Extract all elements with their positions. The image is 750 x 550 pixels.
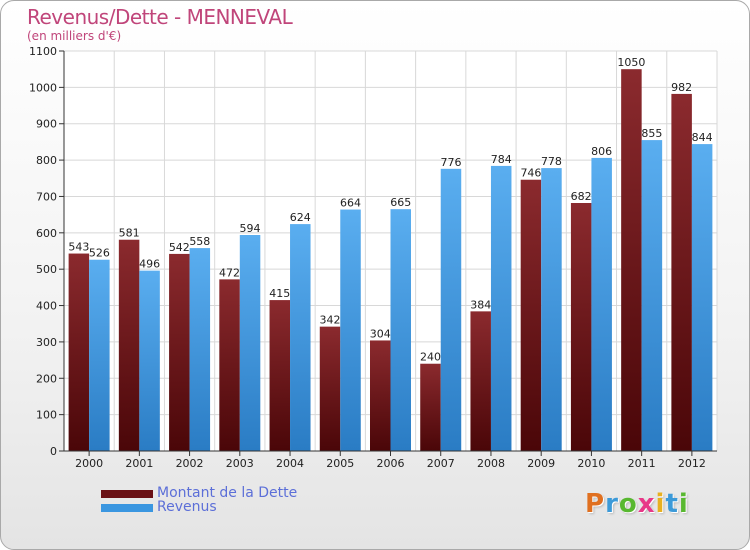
bar-dette — [621, 69, 642, 451]
value-label-dette: 543 — [68, 241, 89, 254]
bar-revenus — [340, 209, 361, 451]
value-label-dette: 304 — [370, 327, 391, 340]
bars-layer — [68, 69, 713, 451]
x-tick-label: 2002 — [176, 457, 204, 470]
legend-swatch-revenus — [101, 504, 153, 512]
logo-letter: o — [618, 489, 638, 519]
value-label-revenus: 624 — [290, 211, 311, 224]
x-tick-label: 2003 — [226, 457, 254, 470]
value-label-dette: 746 — [520, 167, 541, 180]
value-label-dette: 581 — [119, 227, 140, 240]
bar-revenus — [541, 168, 562, 451]
value-label-revenus: 784 — [491, 153, 512, 166]
proxiti-logo: Proxiti — [585, 489, 689, 519]
bar-dette — [370, 340, 391, 451]
value-label-dette: 472 — [219, 266, 240, 279]
legend-label-revenus: Revenus — [157, 499, 217, 515]
x-tick-label: 2005 — [326, 457, 354, 470]
logo-letter: x — [637, 489, 656, 519]
axis-layer: 0 100 200 300 400 500 600 700 800 900 1000 1100 2000… — [29, 45, 717, 470]
bar-dette — [118, 239, 140, 451]
bar-revenus — [641, 140, 663, 451]
logo-letter: i — [678, 489, 689, 519]
value-label-dette: 982 — [671, 81, 692, 94]
value-label-revenus: 806 — [591, 145, 612, 158]
y-tick-label: 200 — [36, 372, 57, 385]
x-tick-label: 2011 — [628, 457, 656, 470]
value-label-revenus: 496 — [139, 258, 160, 271]
logo-letter: P — [585, 489, 606, 519]
bar-revenus — [239, 235, 261, 451]
logo-letter: i — [655, 489, 666, 519]
value-label-revenus: 778 — [541, 155, 562, 168]
value-label-revenus: 526 — [89, 247, 110, 260]
x-tick-label: 2006 — [377, 457, 405, 470]
bar-dette — [470, 311, 491, 451]
bar-revenus — [89, 259, 110, 451]
y-tick-label: 900 — [36, 118, 57, 131]
value-label-revenus: 664 — [340, 197, 361, 210]
x-tick-label: 2012 — [678, 457, 706, 470]
bar-dette — [269, 300, 291, 451]
labels-layer: 543 526 581 496 542 558 472 594 415 624 342 664 304 6… — [68, 56, 712, 364]
value-label-revenus: 844 — [692, 131, 713, 144]
y-tick-label: 800 — [36, 154, 57, 167]
value-label-dette: 342 — [320, 314, 341, 327]
bar-revenus — [440, 168, 462, 451]
y-tick-label: 500 — [36, 263, 57, 276]
x-tick-label: 2007 — [427, 457, 455, 470]
bar-revenus — [490, 165, 512, 451]
bar-dette — [169, 253, 190, 451]
chart-title: Revenus/Dette - MENNEVAL — [27, 5, 293, 29]
y-tick-label: 1000 — [29, 81, 57, 94]
value-label-dette: 384 — [470, 298, 491, 311]
x-tick-label: 2001 — [125, 457, 153, 470]
logo-letter: r — [605, 489, 619, 519]
bar-dette — [420, 363, 441, 451]
bar-revenus — [691, 144, 713, 451]
x-tick-label: 2004 — [276, 457, 304, 470]
bar-revenus — [139, 270, 160, 451]
bar-revenus — [290, 224, 311, 451]
x-tick-label: 2009 — [527, 457, 555, 470]
value-label-dette: 240 — [420, 351, 441, 364]
value-label-dette: 682 — [571, 190, 592, 203]
chart-subtitle: (en milliers d'€) — [27, 29, 122, 43]
y-tick-label: 0 — [50, 445, 57, 458]
value-label-dette: 415 — [269, 287, 290, 300]
y-tick-label: 1100 — [29, 45, 57, 58]
value-label-revenus: 594 — [240, 222, 261, 235]
y-tick-label: 100 — [36, 409, 57, 422]
value-label-dette: 1050 — [617, 56, 645, 69]
y-tick-label: 700 — [36, 190, 57, 203]
bar-dette — [570, 203, 592, 451]
logo-letter: t — [665, 489, 679, 519]
bar-dette — [520, 179, 542, 451]
value-label-revenus: 665 — [390, 196, 411, 209]
value-label-revenus: 558 — [189, 235, 210, 248]
legend-label-dette: Montant de la Dette — [157, 485, 298, 501]
y-tick-label: 400 — [36, 300, 57, 313]
bar-revenus — [591, 157, 612, 451]
bar-dette — [671, 93, 692, 451]
bar-revenus — [189, 248, 211, 451]
y-tick-label: 300 — [36, 336, 57, 349]
x-tick-label: 2000 — [75, 457, 103, 470]
x-tick-label: 2010 — [577, 457, 605, 470]
legend-swatch-dette — [101, 490, 153, 498]
value-label-revenus: 855 — [641, 127, 662, 140]
bar-dette — [319, 326, 341, 451]
bar-dette — [219, 279, 240, 451]
y-tick-label: 600 — [36, 227, 57, 240]
value-label-dette: 542 — [169, 241, 190, 254]
bar-revenus — [390, 209, 411, 451]
x-tick-label: 2008 — [477, 457, 505, 470]
value-label-revenus: 776 — [440, 156, 461, 169]
bar-dette — [68, 253, 90, 451]
